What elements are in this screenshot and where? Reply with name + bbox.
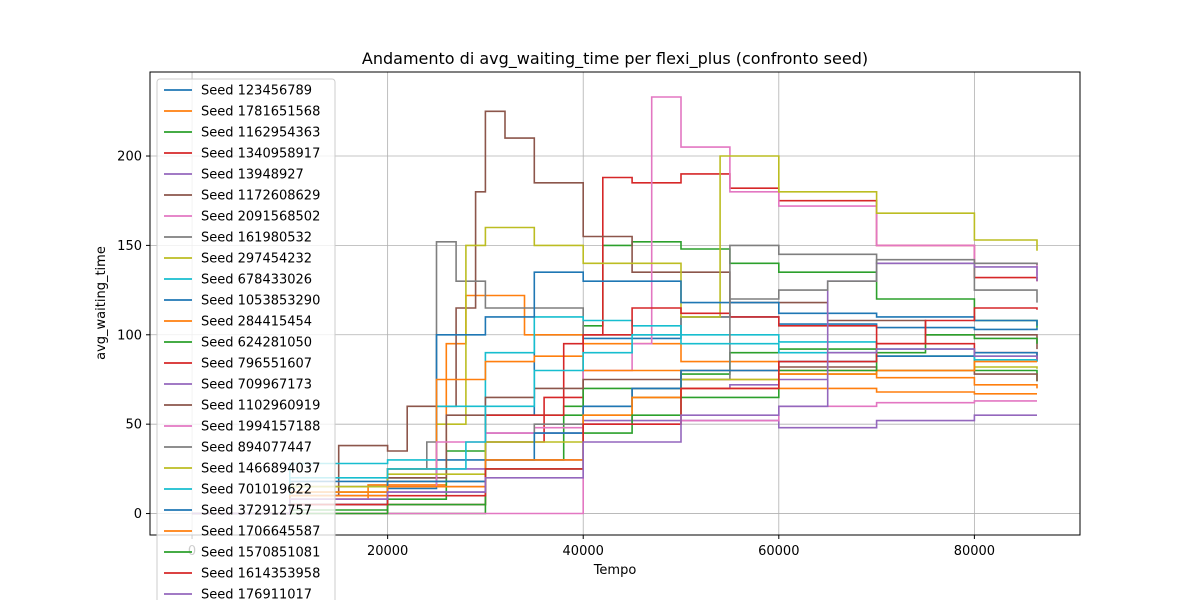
legend-label: Seed 1172608629 — [201, 189, 320, 204]
x-axis-ticks: 020000400006000080000 — [188, 535, 995, 559]
legend-label: Seed 1102960919 — [201, 399, 320, 414]
legend-label: Seed 176911017 — [201, 588, 312, 600]
y-tick-label: 50 — [125, 418, 142, 433]
series-lines — [192, 96, 1038, 515]
legend-label: Seed 284415454 — [201, 315, 312, 330]
legend-label: Seed 123456789 — [201, 84, 312, 99]
series-line-25 — [192, 348, 1038, 515]
x-tick-label: 40000 — [563, 544, 604, 559]
legend-label: Seed 1614353958 — [201, 567, 320, 582]
plot-frame — [149, 71, 1081, 536]
legend-label: Seed 678433026 — [201, 273, 312, 288]
y-axis-label: avg_waiting_time — [94, 246, 109, 360]
legend-label: Seed 624281050 — [201, 336, 312, 351]
legend-label: Seed 1053853290 — [201, 294, 320, 309]
legend-label: Seed 1994157188 — [201, 420, 320, 435]
series-line-7 — [192, 96, 1038, 515]
x-tick-label: 60000 — [758, 544, 799, 559]
legend-label: Seed 1340958917 — [201, 147, 320, 162]
legend-label: Seed 709967173 — [201, 378, 312, 393]
y-tick-label: 0 — [134, 507, 142, 522]
x-tick-label: 20000 — [367, 544, 408, 559]
y-axis-ticks: 0 50 100 150 200 — [117, 150, 150, 522]
legend-label: Seed 297454232 — [201, 252, 312, 267]
y-tick-label: 100 — [117, 328, 142, 343]
legend-label: Seed 161980532 — [201, 231, 312, 246]
legend-label: Seed 2091568502 — [201, 210, 320, 225]
legend-label: Seed 701019622 — [201, 483, 312, 498]
legend-label: Seed 1466894037 — [201, 462, 320, 477]
x-axis-label: Tempo — [593, 563, 637, 578]
x-tick-label: 80000 — [954, 544, 995, 559]
y-tick-label: 150 — [117, 239, 142, 254]
legend-label: Seed 1570851081 — [201, 546, 320, 561]
legend-label: Seed 13948927 — [201, 168, 304, 183]
legend-box — [156, 78, 336, 600]
legend-label: Seed 372912757 — [201, 504, 312, 519]
legend-label: Seed 1706645587 — [201, 525, 320, 540]
legend-label: Seed 1781651568 — [201, 105, 320, 120]
legend-label: Seed 796551607 — [201, 357, 312, 372]
chart-title: Andamento di avg_waiting_time per flexi_… — [362, 49, 868, 69]
series-line-24 — [192, 307, 1038, 515]
legend-label: Seed 1162954363 — [201, 126, 320, 141]
legend: Seed 123456789 Seed 1781651568 Seed 116295… — [156, 78, 336, 600]
y-tick-label: 200 — [117, 150, 142, 165]
legend-label: Seed 894077447 — [201, 441, 312, 456]
